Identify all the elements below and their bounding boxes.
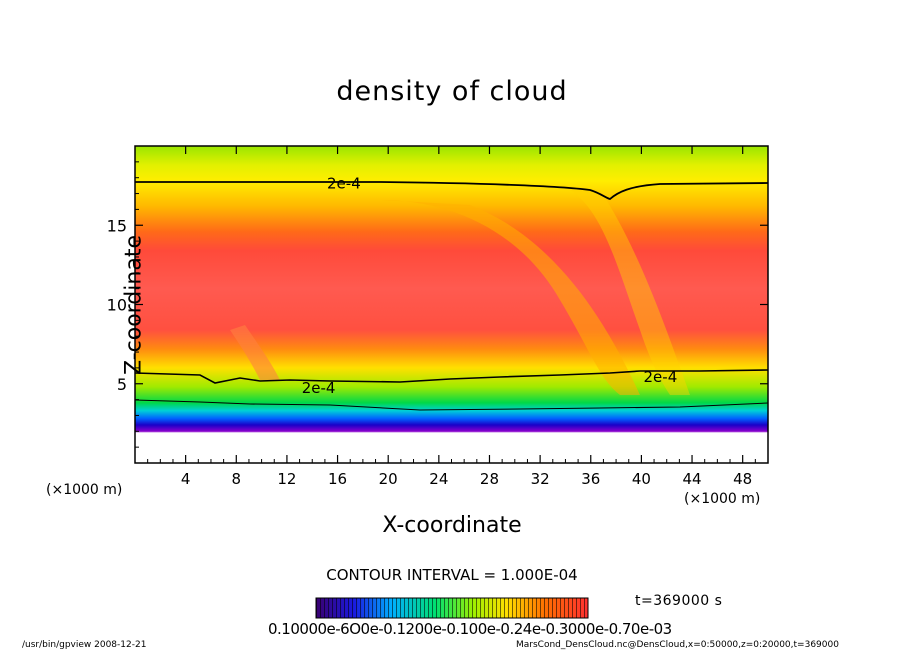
- x-tick-label: 16: [328, 470, 347, 488]
- colorbar-tick-labels: 0.10000e-6O0e-0.1200e-0.100e-0.24e-0.300…: [268, 620, 672, 638]
- x-axis-label: X-coordinate: [382, 513, 522, 538]
- contour-lower: [134, 369, 769, 384]
- colorbar-levels: [316, 598, 588, 618]
- x-tick-label: 24: [429, 470, 448, 488]
- x-tick-label: 44: [682, 470, 701, 488]
- y-axis-label: Z-coordinate: [121, 235, 147, 375]
- y-axis-unit: (×1000 m): [46, 482, 123, 498]
- footer-program: /usr/bin/gpview 2008-12-21: [22, 640, 147, 650]
- contour-third: [134, 399, 769, 411]
- y-tick-label: 15: [107, 216, 127, 235]
- x-tick-label: 36: [581, 470, 600, 488]
- y-tick-label: 10: [107, 296, 127, 315]
- x-tick-label: 32: [531, 470, 550, 488]
- contour-label: 2e-4: [302, 379, 336, 397]
- contour-interval: CONTOUR INTERVAL = 1.000E-04: [326, 566, 578, 584]
- x-tick-label: 28: [480, 470, 499, 488]
- y-tick-label: 5: [117, 375, 127, 394]
- contour-label: 2e-4: [644, 368, 678, 386]
- x-tick-label: 12: [277, 470, 296, 488]
- x-tick-label: 4: [181, 470, 191, 488]
- contour-upper: [135, 181, 769, 200]
- heatmap-field: [135, 146, 768, 463]
- x-axis-unit: (×1000 m): [684, 491, 761, 507]
- chart-title: density of cloud: [336, 76, 568, 107]
- footer-source: MarsCond_DensCloud.nc@DensCloud,x=0:5000…: [516, 640, 839, 650]
- contour-label: 2e-4: [327, 174, 361, 192]
- x-tick-label: 8: [232, 470, 242, 488]
- time-stamp: t=369000 s: [635, 593, 723, 609]
- x-tick-label: 48: [733, 470, 752, 488]
- x-tick-label: 40: [632, 470, 651, 488]
- x-tick-label: 20: [379, 470, 398, 488]
